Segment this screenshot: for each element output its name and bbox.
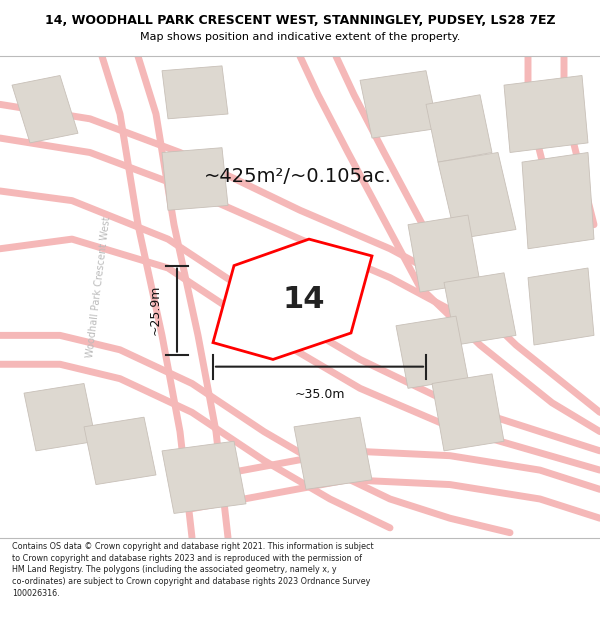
Text: 14: 14 [283, 285, 325, 314]
Polygon shape [438, 152, 516, 239]
Text: Contains OS data © Crown copyright and database right 2021. This information is : Contains OS data © Crown copyright and d… [12, 542, 374, 598]
Polygon shape [444, 272, 516, 345]
Text: ~25.9m: ~25.9m [149, 285, 162, 335]
Polygon shape [360, 71, 438, 138]
Polygon shape [522, 152, 594, 249]
Polygon shape [528, 268, 594, 345]
Polygon shape [213, 239, 372, 359]
Text: Map shows position and indicative extent of the property.: Map shows position and indicative extent… [140, 32, 460, 42]
Text: Woodhall Park Crescent West: Woodhall Park Crescent West [85, 216, 113, 359]
Polygon shape [426, 95, 492, 162]
Polygon shape [408, 215, 480, 292]
Polygon shape [294, 418, 372, 489]
Text: ~35.0m: ~35.0m [294, 388, 345, 401]
Polygon shape [162, 66, 228, 119]
Polygon shape [396, 316, 468, 388]
Polygon shape [84, 418, 156, 484]
Polygon shape [12, 76, 78, 143]
Polygon shape [504, 76, 588, 152]
Polygon shape [162, 148, 228, 210]
Polygon shape [432, 374, 504, 451]
Text: 14, WOODHALL PARK CRESCENT WEST, STANNINGLEY, PUDSEY, LS28 7EZ: 14, WOODHALL PARK CRESCENT WEST, STANNIN… [44, 14, 556, 27]
Text: ~425m²/~0.105ac.: ~425m²/~0.105ac. [204, 167, 392, 186]
Polygon shape [24, 384, 96, 451]
Polygon shape [162, 441, 246, 513]
